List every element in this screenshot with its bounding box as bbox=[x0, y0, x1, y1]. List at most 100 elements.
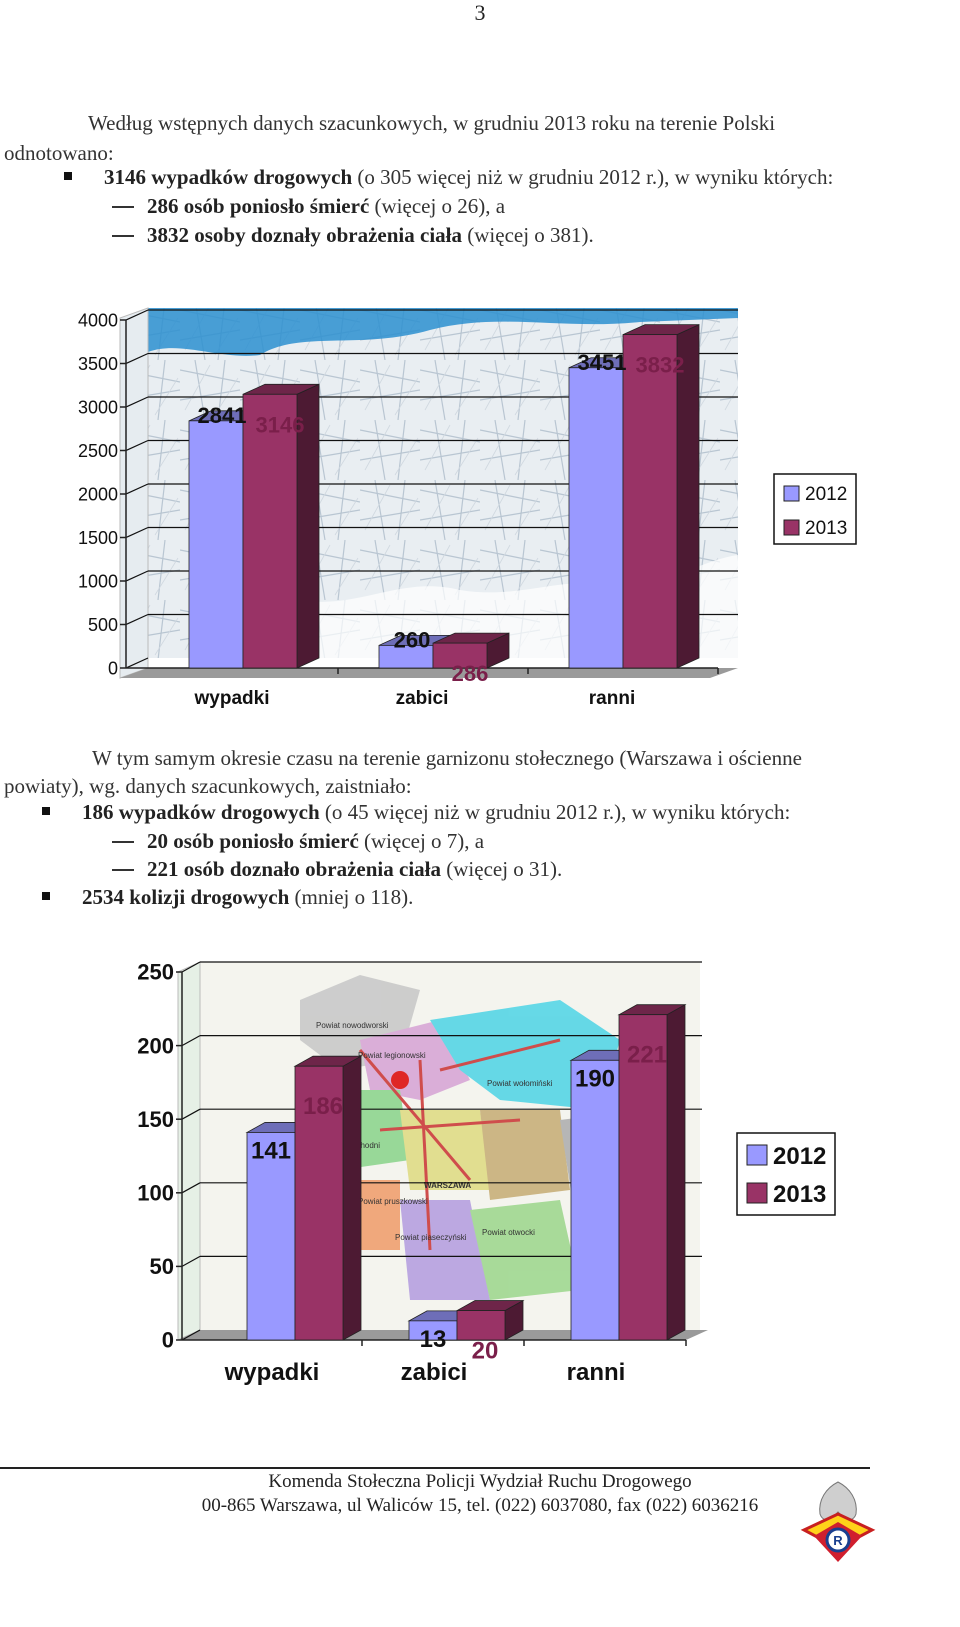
bar-2013-zabici bbox=[432, 632, 510, 669]
y-tick-label: 0 bbox=[162, 1328, 174, 1353]
section2-bullet-collisions: 2534 kolizji drogowych (mniej o 118). bbox=[82, 885, 414, 909]
footer-line-2: 00-865 Warszawa, ul Waliców 15, tel. (02… bbox=[201, 1495, 759, 1516]
y-tick-label: 0 bbox=[108, 658, 118, 678]
footer-rule bbox=[0, 1467, 870, 1469]
bar-value-label: 2841 bbox=[198, 403, 247, 428]
legend-swatch bbox=[746, 1144, 768, 1166]
intro-line-2: odnotowano: bbox=[4, 141, 114, 165]
warsaw-map-regions bbox=[300, 975, 660, 1300]
gridline-side bbox=[125, 483, 149, 495]
bar-2013-ranni bbox=[617, 1004, 687, 1341]
legend-label: 2012 bbox=[773, 1143, 826, 1170]
bar-value-label: 141 bbox=[251, 1137, 291, 1164]
y-tick-label: 500 bbox=[88, 615, 118, 635]
gridline-side bbox=[181, 1182, 201, 1194]
y-tick-label: 4000 bbox=[78, 310, 118, 330]
legend-label: 2012 bbox=[805, 484, 847, 505]
x-category-label: wypadki bbox=[224, 1359, 320, 1386]
chart-poland-accidents: 0 500 1000 1500 2000 2500 3000 3500 4000 wypadki z… bbox=[78, 307, 857, 709]
intro-dash-injured: 3832 osoby doznały obrażenia ciała (więc… bbox=[147, 223, 594, 247]
bar-2013-wypadki bbox=[242, 383, 320, 669]
gridline-side bbox=[181, 1035, 201, 1047]
dash-icon bbox=[112, 206, 134, 208]
bullet-square-icon bbox=[64, 172, 72, 180]
bar-2013-ranni bbox=[622, 323, 700, 669]
legend-box bbox=[736, 1132, 836, 1216]
bar-value-label: 186 bbox=[303, 1093, 343, 1120]
map-label: Powiat piaseczyński bbox=[395, 1233, 467, 1242]
section2-line-1: W tym samym okresie czasu na terenie gar… bbox=[92, 746, 802, 770]
gridline-side bbox=[181, 1329, 201, 1341]
intro-dash-deaths: 286 osób poniosło śmierć (więcej o 26), … bbox=[147, 194, 506, 218]
page-number: 3 bbox=[474, 0, 486, 25]
gridline-side bbox=[181, 1108, 201, 1120]
y-tick-label: 1500 bbox=[78, 528, 118, 548]
police-road-traffic-emblem-icon: R bbox=[800, 1481, 876, 1562]
map-label: Powiat legionowski bbox=[358, 1051, 426, 1060]
legend-label: 2013 bbox=[773, 1181, 826, 1208]
bar-value-label: 286 bbox=[452, 661, 489, 686]
bar-value-label: 20 bbox=[472, 1338, 499, 1365]
bar-value-label: 3146 bbox=[256, 412, 305, 437]
bar-value-label: 3451 bbox=[578, 350, 627, 375]
x-category-label: ranni bbox=[589, 688, 635, 709]
bullet-square-icon bbox=[42, 892, 50, 900]
x-category-label: zabici bbox=[401, 1359, 468, 1386]
y-tick-label: 3000 bbox=[78, 397, 118, 417]
y-tick-label: 200 bbox=[137, 1033, 174, 1058]
gridline-side bbox=[181, 961, 201, 973]
footer-line-1: Komenda Stołeczna Policji Wydział Ruchu … bbox=[268, 1471, 692, 1492]
gridline-side bbox=[125, 570, 149, 582]
gridline-side bbox=[125, 396, 149, 408]
gridline-side bbox=[181, 1255, 201, 1267]
map-label: Powiat wołomiński bbox=[487, 1079, 553, 1088]
x-category-label: zabici bbox=[396, 688, 449, 709]
section2-dash-deaths: 20 osób poniosło śmierć (więcej o 7), a bbox=[147, 829, 485, 853]
bar-2013-zabici bbox=[455, 1299, 525, 1341]
y-tick-label: 3500 bbox=[78, 354, 118, 374]
gridline-side bbox=[125, 657, 149, 669]
y-tick-label: 50 bbox=[150, 1254, 174, 1279]
section2-dash-injured: 221 osób doznało obrażenia ciała (więcej… bbox=[147, 857, 563, 881]
x-category-label: ranni bbox=[567, 1359, 626, 1386]
bar-2013-wypadki bbox=[293, 1055, 363, 1341]
gridline-side bbox=[125, 352, 149, 365]
bar-2012-zabici bbox=[407, 1310, 477, 1341]
dash-icon bbox=[112, 841, 134, 843]
x-category-label: wypadki bbox=[194, 688, 270, 709]
map-label: Powiat nowodworski bbox=[316, 1021, 389, 1030]
gridline-side bbox=[125, 309, 149, 321]
map-label: WARSZAWA bbox=[424, 1181, 471, 1190]
y-tick-label: 2500 bbox=[78, 441, 118, 461]
dash-icon bbox=[112, 235, 134, 237]
bar-value-label: 3832 bbox=[636, 353, 685, 378]
gridline-side bbox=[125, 613, 149, 626]
warsaw-map-labels: Powiat nowodworski Powiat legionowski Po… bbox=[316, 1021, 553, 1242]
map-background bbox=[200, 962, 700, 1330]
y-tick-label: 250 bbox=[137, 960, 174, 985]
intro-bullet-accidents: 3146 wypadków drogowych (o 305 więcej ni… bbox=[104, 165, 834, 189]
bullet-square-icon bbox=[42, 807, 50, 815]
bar-2012-wypadki bbox=[245, 1121, 315, 1341]
svg-text:R: R bbox=[833, 1533, 843, 1548]
legend-swatch bbox=[746, 1182, 768, 1204]
map-label: Powiat otwocki bbox=[482, 1228, 535, 1237]
legend-label: 2013 bbox=[805, 518, 847, 539]
y-tick-label: 2000 bbox=[78, 484, 118, 504]
intro-line-1: Według wstępnych danych szacunkowych, w … bbox=[88, 111, 776, 135]
dash-icon bbox=[112, 869, 134, 871]
gridline-side bbox=[125, 439, 149, 452]
y-tick-label: 100 bbox=[137, 1181, 174, 1206]
map-label: Powiat pruszkowski bbox=[358, 1197, 428, 1206]
y-tick-label: 1000 bbox=[78, 571, 118, 591]
legend-swatch bbox=[783, 485, 800, 502]
section2-bullet-accidents: 186 wypadków drogowych (o 45 więcej niż … bbox=[82, 800, 791, 824]
map-label: zachodni bbox=[348, 1141, 380, 1150]
bar-value-label: 221 bbox=[627, 1042, 667, 1069]
baltic-sea-shape bbox=[148, 308, 738, 356]
bar-value-label: 260 bbox=[394, 627, 431, 652]
y-tick-label: 150 bbox=[137, 1107, 174, 1132]
section2-line-2: powiaty), wg. danych szacunkowych, zaist… bbox=[4, 774, 412, 798]
gridline-side bbox=[125, 526, 149, 539]
legend-swatch bbox=[783, 519, 800, 536]
